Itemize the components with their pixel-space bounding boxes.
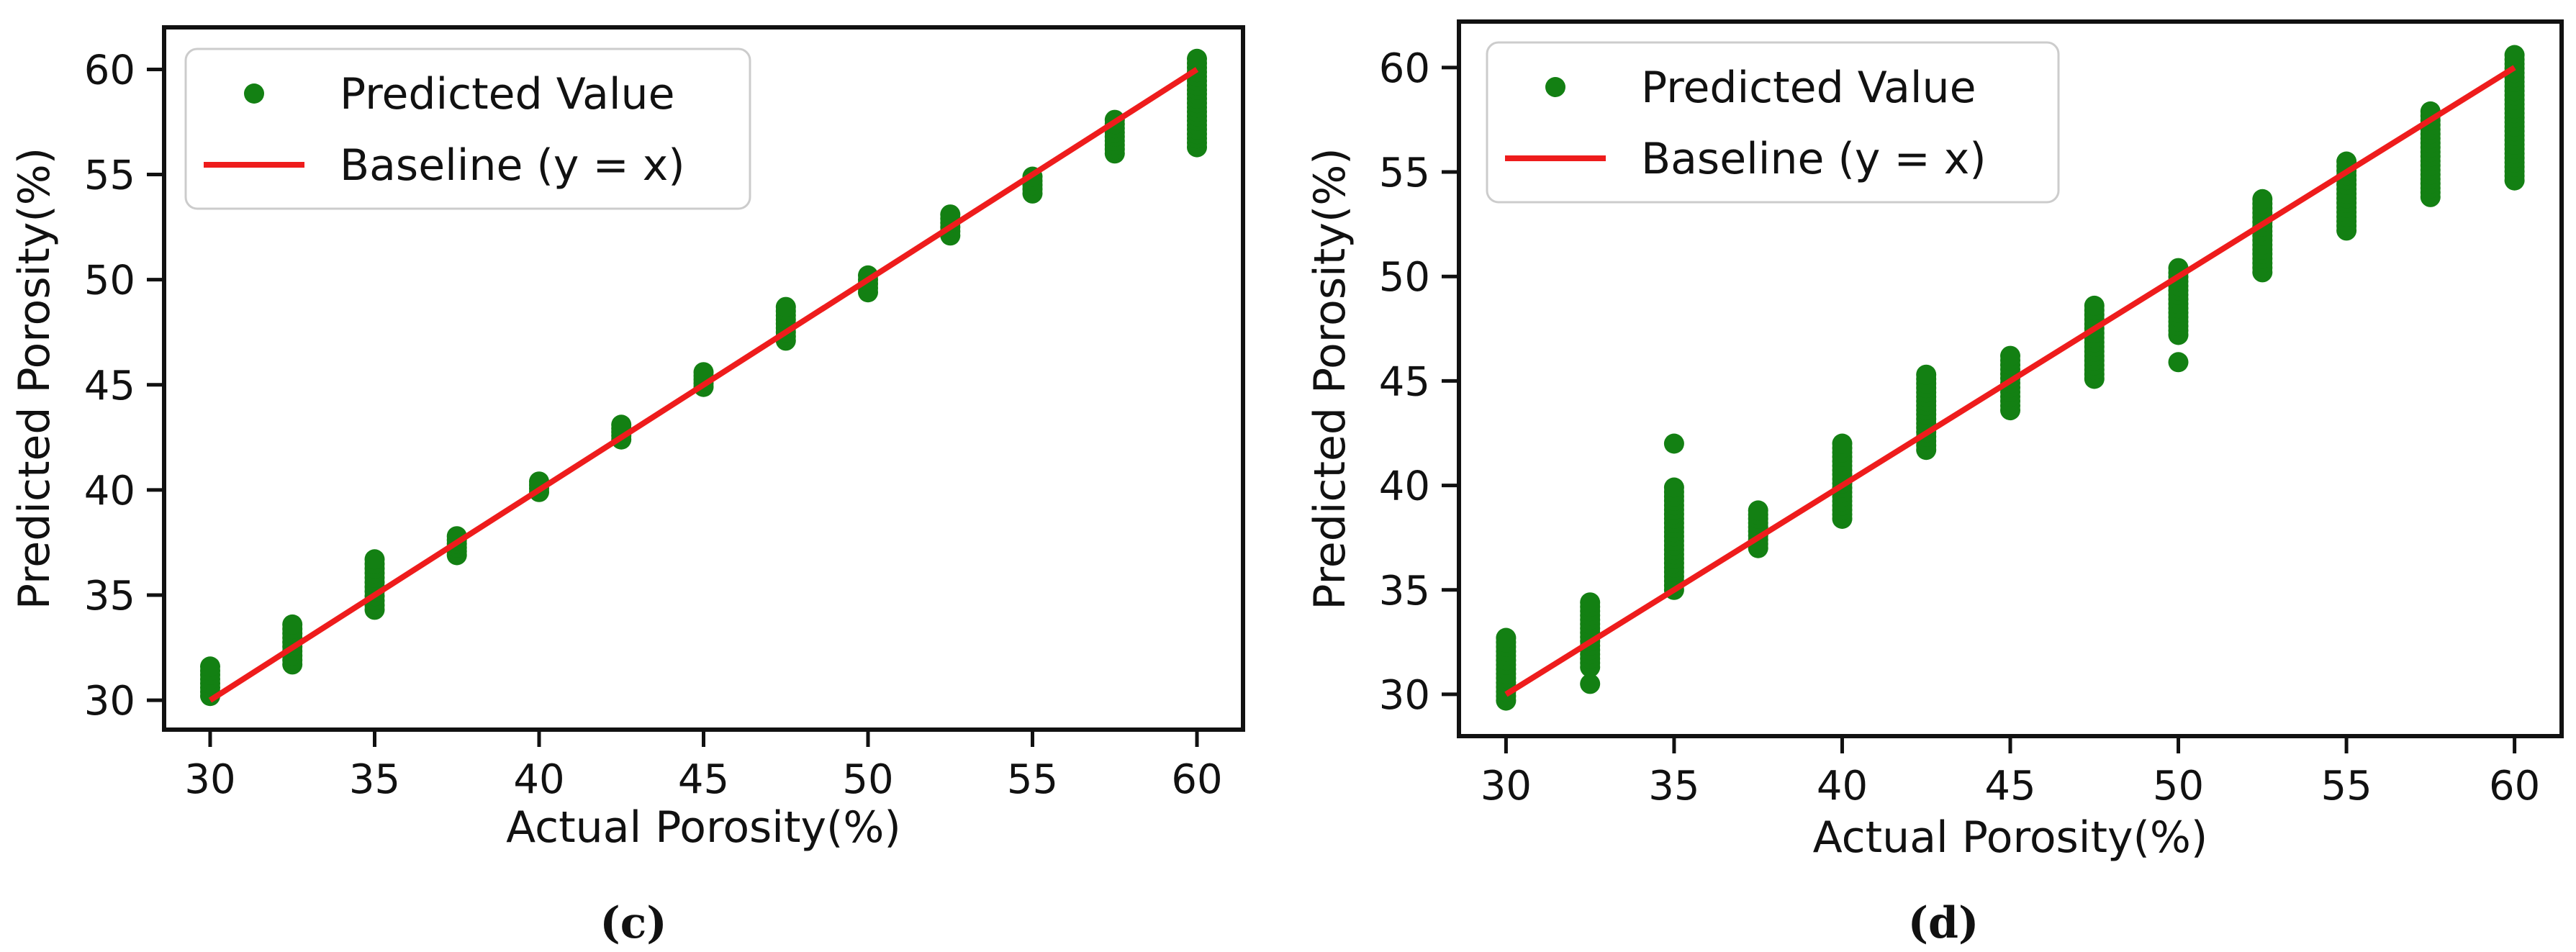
x-tick-label: 60 <box>2489 763 2540 810</box>
legend-label-predicted: Predicted Value <box>340 69 675 119</box>
data-point <box>2084 295 2105 316</box>
data-point <box>2000 345 2020 366</box>
x-tick-label: 30 <box>1481 763 1532 810</box>
y-tick-label: 35 <box>1379 568 1430 615</box>
data-point <box>1580 592 1601 613</box>
x-tick-label: 45 <box>678 756 729 803</box>
legend: Predicted Value Baseline (y = x) <box>184 47 751 210</box>
y-tick-label: 35 <box>84 573 135 620</box>
x-axis-ticks: 30 35 40 45 50 55 60 <box>1481 736 2540 810</box>
data-point <box>1496 627 1517 648</box>
data-point <box>364 549 385 570</box>
data-point <box>775 296 796 317</box>
baseline-line <box>1504 65 2516 697</box>
data-point-outlier <box>1580 674 1601 694</box>
legend-marker-point <box>1545 77 1565 97</box>
y-tick-label: 50 <box>1379 254 1430 301</box>
scatter-points <box>200 48 1207 707</box>
x-axis-ticks: 30 35 40 45 50 55 60 <box>184 730 1223 803</box>
data-point <box>2252 189 2273 209</box>
y-axis-ticks: 30 35 40 45 50 55 60 <box>1379 45 1459 719</box>
legend-label-baseline: Baseline (y = x) <box>340 140 685 191</box>
data-point <box>1663 477 1684 498</box>
y-tick-label: 55 <box>1379 150 1430 196</box>
legend-label-baseline: Baseline (y = x) <box>1641 134 1987 184</box>
panel-label: (c) <box>600 898 666 948</box>
chart-panel-c: Predicted Value Baseline (y = x) 30 35 40 4… <box>9 25 1245 948</box>
legend-box <box>184 47 751 210</box>
panel-label: (d) <box>1908 898 1979 948</box>
x-tick-label: 50 <box>2153 763 2204 810</box>
data-point <box>1916 364 1937 385</box>
x-tick-label: 40 <box>1817 763 1868 810</box>
y-axis-label: Predicted Porosity(%) <box>9 148 60 609</box>
data-point-outlier <box>1663 433 1684 454</box>
y-tick-label: 30 <box>1379 672 1430 719</box>
data-point <box>611 414 632 435</box>
data-point <box>1187 48 1207 69</box>
legend-label-predicted: Predicted Value <box>1641 63 1976 113</box>
x-tick-label: 35 <box>1648 763 1699 810</box>
x-tick-label: 45 <box>1984 763 2035 810</box>
data-point <box>940 204 961 225</box>
data-point <box>282 614 303 635</box>
y-tick-label: 40 <box>84 468 135 514</box>
x-tick-label: 55 <box>1007 756 1058 803</box>
x-tick-label: 50 <box>842 756 893 803</box>
data-point <box>1832 433 1853 454</box>
legend: Predicted Value Baseline (y = x) <box>1486 41 2060 204</box>
y-axis-label: Predicted Porosity(%) <box>1305 148 1355 609</box>
x-tick-label: 40 <box>513 756 564 803</box>
y-axis-ticks: 30 35 40 45 50 55 60 <box>84 47 164 725</box>
scatter-points <box>1496 45 2525 711</box>
data-point-outlier <box>2168 352 2189 373</box>
chart-panel-d: Predicted Value Baseline (y = x) 30 35 40 4… <box>1305 19 2564 948</box>
y-tick-label: 60 <box>84 47 135 94</box>
data-point <box>1748 500 1768 521</box>
legend-box <box>1486 41 2060 204</box>
y-tick-label: 60 <box>1379 45 1430 92</box>
y-tick-label: 55 <box>84 153 135 199</box>
data-point <box>693 362 714 383</box>
x-axis-label: Actual Porosity(%) <box>1813 812 2208 863</box>
y-tick-label: 45 <box>1379 358 1430 405</box>
x-tick-label: 30 <box>184 756 235 803</box>
y-tick-label: 50 <box>84 258 135 304</box>
x-axis-label: Actual Porosity(%) <box>506 802 901 853</box>
x-tick-label: 55 <box>2320 763 2372 810</box>
x-tick-label: 60 <box>1171 756 1222 803</box>
x-tick-label: 35 <box>349 756 400 803</box>
legend-marker-point <box>244 83 264 104</box>
y-tick-label: 45 <box>84 363 135 409</box>
y-tick-label: 30 <box>84 678 135 725</box>
data-point <box>2504 45 2525 65</box>
y-tick-label: 40 <box>1379 463 1430 510</box>
baseline-line <box>208 67 1199 703</box>
data-point <box>200 656 220 677</box>
